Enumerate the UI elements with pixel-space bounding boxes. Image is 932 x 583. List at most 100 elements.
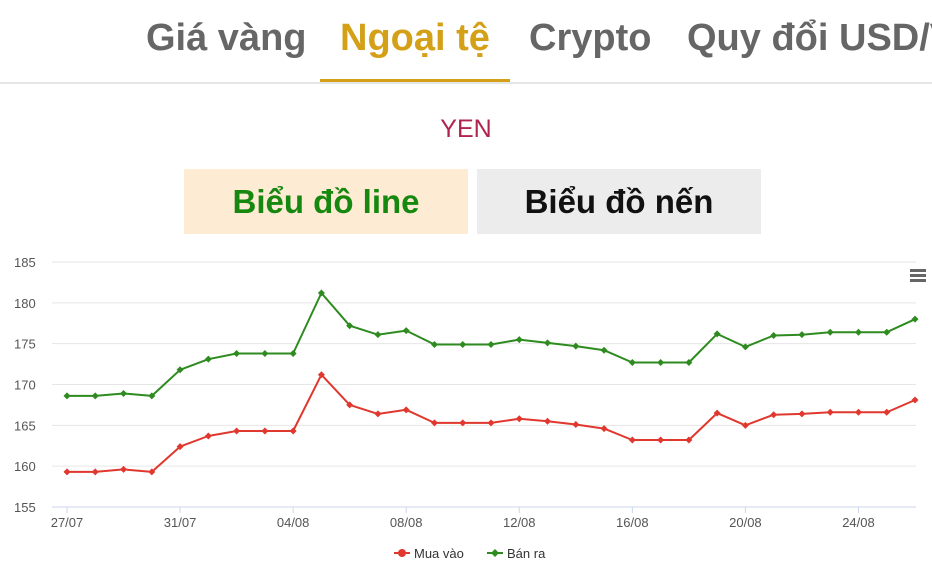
chart-legend: Mua vào Bán ra	[394, 546, 546, 561]
data-point	[233, 349, 241, 357]
y-tick-label: 180	[14, 296, 36, 311]
data-point	[572, 342, 580, 350]
data-point	[120, 465, 128, 473]
legend-label: Mua vào	[414, 546, 464, 561]
data-point	[204, 432, 212, 440]
data-point	[176, 366, 184, 374]
chart-gridlines	[52, 261, 916, 508]
data-point	[854, 408, 862, 416]
data-point	[459, 419, 467, 427]
data-point	[685, 358, 693, 366]
data-point	[911, 396, 919, 404]
legend-label: Bán ra	[507, 546, 546, 561]
x-axis: 27/07 31/07 04/08 08/08 12/08 16/08 20/08 24/08	[51, 506, 916, 530]
x-tick-label: 08/08	[390, 515, 423, 530]
data-point	[317, 371, 325, 379]
series-mua-vao	[63, 371, 919, 476]
data-point	[628, 436, 636, 444]
data-point	[883, 328, 891, 336]
data-point	[713, 409, 721, 417]
x-tick-label: 04/08	[277, 515, 310, 530]
data-point	[798, 331, 806, 339]
y-tick-label: 160	[14, 459, 36, 474]
y-tick-label: 155	[14, 500, 36, 515]
data-point	[515, 415, 523, 423]
y-axis-tick-labels: 155 160 165 170 175 180 185	[14, 255, 36, 515]
data-point	[233, 427, 241, 435]
data-point	[120, 389, 128, 397]
tab-crypto[interactable]: Crypto	[529, 17, 652, 59]
legend-item: Bán ra	[487, 546, 546, 561]
data-point	[91, 392, 99, 400]
y-tick-label: 170	[14, 378, 36, 393]
data-point	[544, 417, 552, 425]
active-tab-indicator	[320, 79, 510, 82]
x-tick-label: 16/08	[616, 515, 649, 530]
y-tick-label: 185	[14, 255, 36, 270]
price-line-chart: 155 160 165 170 175 180 185 27/07 31/07 04/08 08/…	[14, 255, 919, 561]
data-point	[544, 339, 552, 347]
currency-title: YEN	[440, 115, 492, 143]
data-point	[176, 443, 184, 451]
data-point	[798, 410, 806, 418]
data-point	[515, 336, 523, 344]
data-point	[148, 392, 156, 400]
data-point	[487, 419, 495, 427]
x-tick-label: 20/08	[729, 515, 762, 530]
candlestick-chart-button[interactable]: Biểu đồ nến	[477, 169, 761, 234]
chart-series	[63, 289, 919, 476]
data-point	[261, 427, 269, 435]
hamburger-menu-icon[interactable]	[908, 266, 928, 284]
data-point	[600, 425, 608, 433]
data-point	[317, 289, 325, 297]
data-point	[374, 331, 382, 339]
data-point	[459, 340, 467, 348]
x-tick-label: 24/08	[842, 515, 875, 530]
legend-marker	[398, 549, 406, 557]
data-point	[63, 468, 71, 476]
data-point	[770, 332, 778, 339]
x-tick-label: 27/07	[51, 515, 84, 530]
data-point	[289, 349, 297, 357]
data-point	[430, 340, 438, 348]
data-point	[854, 328, 862, 336]
data-point	[402, 406, 410, 414]
data-point	[91, 468, 99, 476]
legend-marker	[491, 549, 499, 557]
data-point	[346, 401, 354, 409]
currency-tabs: Giá vàng Ngoại tệ Crypto Quy đổi USD/V	[0, 0, 932, 84]
legend-item: Mua vào	[394, 546, 464, 561]
data-point	[487, 340, 495, 348]
y-tick-label: 165	[14, 418, 36, 433]
data-point	[685, 436, 693, 444]
data-point	[572, 421, 580, 429]
data-point	[713, 330, 721, 338]
x-tick-label: 12/08	[503, 515, 536, 530]
data-point	[374, 410, 382, 418]
x-tick-label: 31/07	[164, 515, 197, 530]
tab-quy-doi-usd[interactable]: Quy đổi USD/V	[687, 17, 932, 59]
y-tick-label: 175	[14, 337, 36, 352]
data-point	[657, 358, 665, 366]
data-point	[63, 392, 71, 400]
data-point	[289, 427, 297, 435]
data-point	[883, 408, 891, 416]
data-point	[657, 436, 665, 444]
data-point	[911, 315, 919, 323]
data-point	[600, 346, 608, 354]
data-point	[741, 343, 749, 351]
data-point	[261, 349, 269, 357]
data-point	[402, 327, 410, 335]
data-point	[826, 328, 834, 336]
data-point	[346, 322, 354, 330]
data-point	[770, 411, 778, 419]
data-point	[628, 358, 636, 366]
tab-ngoai-te[interactable]: Ngoại tệ	[340, 17, 490, 59]
data-point	[430, 419, 438, 427]
line-chart-button[interactable]: Biểu đồ line	[184, 169, 468, 234]
series-ban-ra	[63, 289, 919, 400]
data-point	[204, 355, 212, 363]
data-point	[148, 468, 156, 476]
tab-gia-vang[interactable]: Giá vàng	[146, 17, 307, 59]
data-point	[741, 421, 749, 429]
